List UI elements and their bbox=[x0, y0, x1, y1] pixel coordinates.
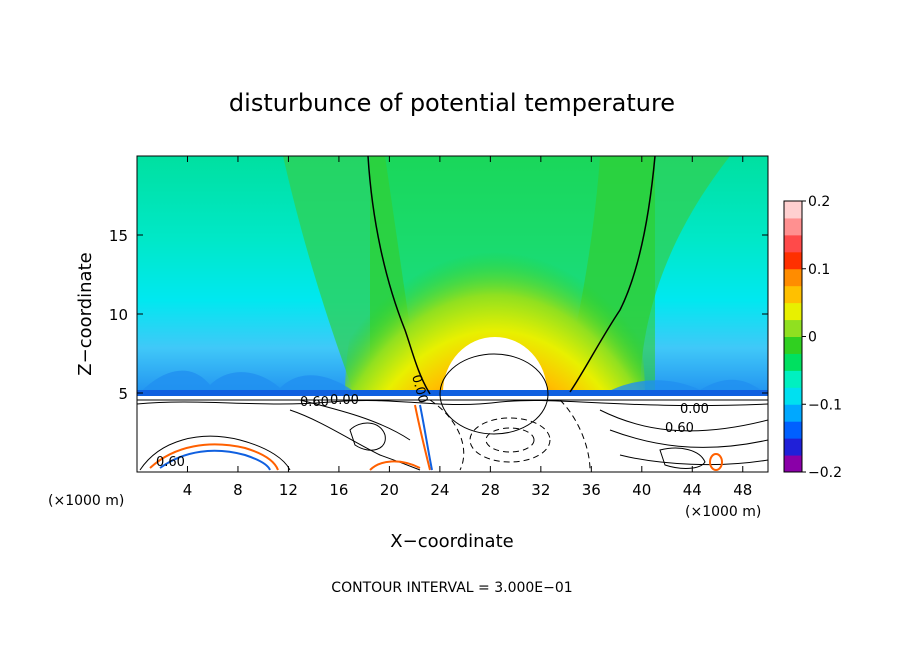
y-tick-label: 15 bbox=[109, 227, 128, 245]
x-tick-label: 48 bbox=[733, 481, 752, 499]
colorbar-tick-label: 0.1 bbox=[808, 262, 830, 278]
colorbar-swatch bbox=[784, 251, 802, 270]
colorbar-swatch bbox=[784, 234, 802, 253]
y-tick-label: 10 bbox=[109, 306, 128, 324]
x-tick-label: 44 bbox=[683, 481, 702, 499]
inversion-layer bbox=[137, 390, 768, 397]
colorbar-tick-label: 0.2 bbox=[808, 194, 830, 210]
colorbar-swatch bbox=[784, 336, 802, 354]
x-unit-left: (×1000 m) bbox=[48, 493, 124, 509]
colorbar: 0.2 0.1 0 −0.1 −0.2 bbox=[783, 194, 842, 481]
x-tick-label: 16 bbox=[329, 481, 348, 499]
colorbar-swatch bbox=[784, 268, 802, 287]
colorbar-swatch bbox=[784, 302, 802, 321]
blue-eddies-left bbox=[137, 370, 360, 396]
colorbar-swatch bbox=[784, 370, 802, 388]
x-tick-label: 20 bbox=[380, 481, 399, 499]
colorbar-swatch bbox=[784, 455, 802, 473]
x-tick-label: 8 bbox=[233, 481, 243, 499]
lower-contours bbox=[137, 399, 768, 471]
contour-label: 0.00 bbox=[680, 402, 709, 417]
colorbar-tick-label: −0.2 bbox=[808, 465, 842, 481]
x-tick-label: 32 bbox=[531, 481, 550, 499]
colorbar-tick-label: −0.1 bbox=[808, 397, 842, 413]
contour-label: 0.60 bbox=[156, 455, 185, 470]
contour-label: 0.60 bbox=[665, 421, 694, 436]
colorbar-swatch bbox=[784, 421, 802, 439]
x-tick-label: 12 bbox=[279, 481, 298, 499]
x-axis: 4 8 12 16 20 24 28 32 36 40 44 48 bbox=[183, 156, 752, 499]
x-tick-label: 40 bbox=[632, 481, 651, 499]
colorbar-swatch bbox=[784, 387, 802, 405]
colorbar-swatch bbox=[784, 353, 802, 371]
chart-title: disturbunce of potential temperature bbox=[229, 89, 675, 117]
x-tick-label: 36 bbox=[582, 481, 601, 499]
colorbar-swatch bbox=[784, 201, 802, 219]
x-unit-right: (×1000 m) bbox=[685, 504, 761, 520]
y-axis: 5 10 15 bbox=[109, 227, 768, 403]
y-axis-label: Z−coordinate bbox=[75, 252, 96, 375]
colorbar-swatch bbox=[784, 404, 802, 422]
x-axis-label: X−coordinate bbox=[390, 531, 513, 552]
colorbar-swatch bbox=[784, 319, 802, 337]
colorbar-tick-label: 0 bbox=[808, 330, 817, 346]
contour-label: 0.60 bbox=[300, 395, 329, 410]
contour-label: 0.00 bbox=[408, 373, 430, 405]
x-tick-label: 4 bbox=[183, 481, 193, 499]
colorbar-swatch bbox=[784, 217, 802, 236]
colorbar-swatch bbox=[784, 285, 802, 304]
x-tick-label: 24 bbox=[430, 481, 449, 499]
colorbar-swatch bbox=[784, 438, 802, 456]
contour-interval-note: CONTOUR INTERVAL = 3.000E−01 bbox=[331, 580, 572, 596]
contour-labels: 0.00 0.00 0.00 0.60 0.60 0.60 bbox=[156, 373, 709, 470]
x-tick-label: 28 bbox=[481, 481, 500, 499]
plot-area bbox=[137, 156, 768, 472]
upper-contours bbox=[367, 156, 656, 435]
y-tick-label: 5 bbox=[118, 385, 128, 403]
contour-label: 0.00 bbox=[330, 393, 359, 408]
